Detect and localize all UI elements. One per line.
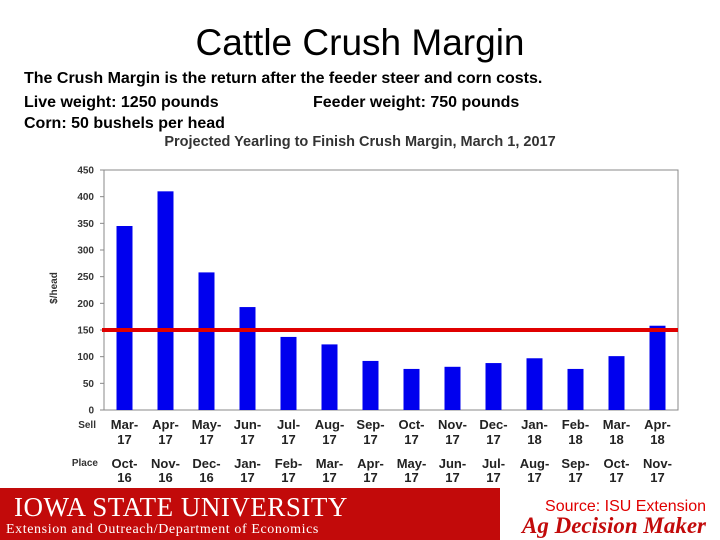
sell-tick-label: 17 bbox=[322, 432, 336, 447]
bar bbox=[567, 368, 584, 410]
bar bbox=[485, 363, 502, 410]
y-axis-label: $/head bbox=[49, 272, 60, 304]
sell-tick-label: Apr- bbox=[152, 417, 179, 432]
sell-tick-label: Oct- bbox=[399, 417, 425, 432]
place-tick-label: 17 bbox=[527, 470, 541, 485]
bar bbox=[321, 344, 338, 410]
department-text: Extension and Outreach/Department of Eco… bbox=[6, 522, 319, 537]
bar bbox=[198, 272, 215, 410]
bar bbox=[526, 358, 543, 410]
sell-tick-label: Jul- bbox=[277, 417, 300, 432]
bar bbox=[403, 368, 420, 410]
place-tick-label: Jun- bbox=[439, 456, 466, 471]
place-row-label: Place bbox=[72, 458, 99, 469]
university-logo-text: IOWA STATE UNIVERSITY bbox=[14, 492, 348, 522]
place-tick-label: 17 bbox=[609, 470, 623, 485]
y-tick-label: 400 bbox=[77, 192, 94, 203]
place-tick-label: 17 bbox=[322, 470, 336, 485]
bar bbox=[608, 356, 625, 410]
bar-chart: 0 50 100 150 200 250 300 350 400 450 $/head Sell Pla… bbox=[49, 166, 679, 485]
sell-tick-label: Dec- bbox=[479, 417, 507, 432]
feeder-weight-text: Feeder weight: 750 pounds bbox=[313, 94, 520, 111]
y-tick-label: 200 bbox=[77, 299, 94, 310]
place-tick-label: 17 bbox=[568, 470, 582, 485]
place-tick-label: Mar- bbox=[316, 456, 343, 471]
sell-row-label: Sell bbox=[78, 420, 96, 431]
y-tick-label: 300 bbox=[77, 246, 94, 257]
sell-tick-label: 17 bbox=[486, 432, 500, 447]
y-tick-label: 350 bbox=[77, 219, 94, 230]
place-tick-label: 17 bbox=[486, 470, 500, 485]
sell-tick-label: Mar- bbox=[111, 417, 138, 432]
sell-tick-label: Nov- bbox=[438, 417, 467, 432]
place-tick-label: 17 bbox=[650, 470, 664, 485]
place-tick-label: Feb- bbox=[275, 456, 302, 471]
sell-tick-label: Apr- bbox=[644, 417, 671, 432]
bar bbox=[116, 226, 133, 410]
bar bbox=[157, 191, 174, 410]
sell-tick-label: 17 bbox=[199, 432, 213, 447]
sell-tick-label: 17 bbox=[158, 432, 172, 447]
plot-frame bbox=[103, 169, 679, 411]
sell-tick-label: Jun- bbox=[234, 417, 261, 432]
sell-tick-label: 18 bbox=[609, 432, 623, 447]
place-tick-label: 17 bbox=[404, 470, 418, 485]
footer-right-panel bbox=[500, 488, 720, 540]
place-tick-label: Oct- bbox=[112, 456, 138, 471]
place-tick-label: 17 bbox=[240, 470, 254, 485]
place-tick-label: May- bbox=[397, 456, 427, 471]
live-weight-text: Live weight: 1250 pounds bbox=[24, 94, 219, 111]
sell-tick-label: May- bbox=[192, 417, 222, 432]
bar bbox=[280, 336, 297, 410]
corn-text: Corn: 50 bushels per head bbox=[24, 115, 225, 132]
place-tick-label: Oct- bbox=[604, 456, 630, 471]
place-tick-label: Nov- bbox=[151, 456, 180, 471]
place-tick-label: Nov- bbox=[643, 456, 672, 471]
place-tick-label: Jul- bbox=[482, 456, 505, 471]
sell-tick-label: 17 bbox=[117, 432, 131, 447]
sell-tick-label: Mar- bbox=[603, 417, 630, 432]
y-tick-label: 0 bbox=[88, 406, 94, 417]
sell-tick-label: 17 bbox=[363, 432, 377, 447]
sell-tick-label: 17 bbox=[404, 432, 418, 447]
place-tick-label: 16 bbox=[158, 470, 172, 485]
place-tick-label: Jan- bbox=[234, 456, 261, 471]
y-tick-label: 50 bbox=[83, 379, 95, 390]
chart-title: Projected Yearling to Finish Crush Margi… bbox=[164, 134, 556, 150]
place-tick-label: 17 bbox=[363, 470, 377, 485]
sell-tick-label: 17 bbox=[445, 432, 459, 447]
bar bbox=[239, 307, 256, 410]
sell-tick-label: Aug- bbox=[315, 417, 345, 432]
description-line: The Crush Margin is the return after the… bbox=[24, 70, 543, 87]
place-tick-label: 16 bbox=[199, 470, 213, 485]
sell-tick-label: Feb- bbox=[562, 417, 589, 432]
slide-title: Cattle Crush Margin bbox=[195, 22, 525, 63]
bar bbox=[649, 325, 666, 410]
sell-tick-label: 18 bbox=[527, 432, 541, 447]
place-tick-label: Apr- bbox=[357, 456, 384, 471]
sell-tick-label: Jan- bbox=[521, 417, 548, 432]
place-tick-label: Sep- bbox=[561, 456, 589, 471]
bar bbox=[444, 366, 461, 410]
sell-tick-label: 18 bbox=[568, 432, 582, 447]
sell-tick-label: 18 bbox=[650, 432, 664, 447]
brand-text: Ag Decision Maker bbox=[522, 513, 706, 538]
source-text: Source: ISU Extension bbox=[545, 498, 706, 515]
y-tick-label: 450 bbox=[77, 166, 94, 177]
sell-tick-label: 17 bbox=[240, 432, 254, 447]
place-tick-label: Aug- bbox=[520, 456, 550, 471]
sell-tick-label: 17 bbox=[281, 432, 295, 447]
place-tick-label: 17 bbox=[445, 470, 459, 485]
sell-tick-label: Sep- bbox=[356, 417, 384, 432]
y-tick-label: 150 bbox=[77, 326, 94, 337]
y-tick-label: 100 bbox=[77, 352, 94, 363]
y-tick-label: 250 bbox=[77, 272, 94, 283]
place-tick-label: Dec- bbox=[192, 456, 220, 471]
place-tick-label: 17 bbox=[281, 470, 295, 485]
place-tick-label: 16 bbox=[117, 470, 131, 485]
bar bbox=[362, 360, 379, 410]
